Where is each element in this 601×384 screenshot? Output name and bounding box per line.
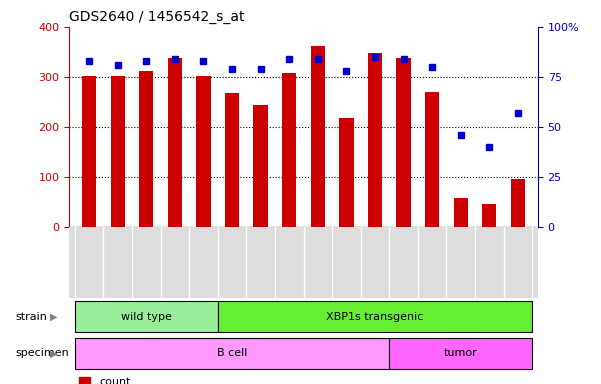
Bar — [311, 46, 325, 227]
Bar — [139, 71, 153, 227]
Bar — [218, 301, 532, 333]
Text: wild type: wild type — [121, 312, 172, 322]
Bar — [82, 76, 96, 227]
Bar — [511, 179, 525, 227]
Text: B cell: B cell — [217, 348, 247, 358]
Bar — [389, 338, 532, 369]
Text: ▶: ▶ — [50, 348, 58, 358]
Bar — [454, 198, 468, 227]
Bar — [397, 58, 410, 227]
Text: strain: strain — [15, 312, 47, 322]
Bar — [254, 105, 268, 227]
Bar — [75, 301, 218, 333]
Bar — [225, 93, 239, 227]
Bar — [168, 58, 182, 227]
Text: specimen: specimen — [15, 348, 69, 358]
Bar — [425, 92, 439, 227]
Text: tumor: tumor — [444, 348, 478, 358]
Text: XBP1s transgenic: XBP1s transgenic — [326, 312, 424, 322]
Bar — [111, 76, 125, 227]
Text: GDS2640 / 1456542_s_at: GDS2640 / 1456542_s_at — [69, 10, 245, 25]
Bar — [75, 338, 389, 369]
Bar — [482, 204, 496, 227]
Legend: count, percentile rank within the sample: count, percentile rank within the sample — [75, 372, 291, 384]
Bar — [282, 73, 296, 227]
Bar — [368, 53, 382, 227]
Text: ▶: ▶ — [50, 312, 58, 322]
Bar — [339, 118, 353, 227]
Bar — [197, 76, 210, 227]
